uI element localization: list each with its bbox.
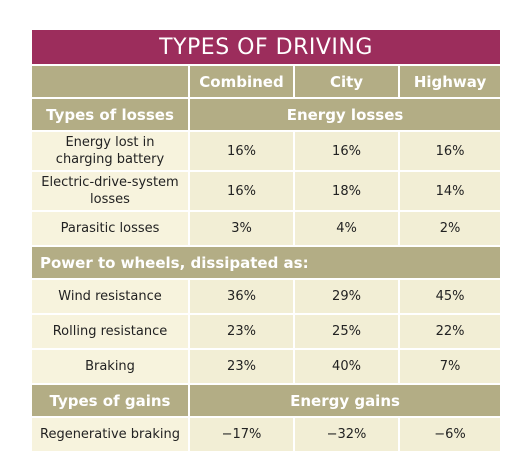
section-span-label: Energy gains (187, 383, 503, 418)
section-heading: Types of losses (30, 97, 190, 132)
row-label: Parasitic losses (30, 210, 190, 247)
data-row: Regenerative braking −17% −32% −6% (30, 416, 503, 453)
column-header-row: Combined City Highway (30, 64, 503, 99)
value-cell: −6% (397, 416, 503, 453)
column-header: Highway (397, 64, 503, 99)
value-cell: 16% (188, 130, 295, 172)
data-row: Energy lost in charging battery 16% 16% 16% (30, 130, 503, 172)
value-cell: 14% (397, 170, 503, 212)
title-row: TYPES OF DRIVING (29, 30, 503, 66)
value-cell: 29% (293, 278, 400, 315)
column-header: City (293, 64, 400, 99)
value-cell: 36% (188, 278, 295, 315)
corner-cell (30, 64, 190, 99)
value-cell: −17% (188, 416, 295, 453)
value-cell: 40% (293, 348, 400, 385)
row-label: Braking (30, 348, 190, 385)
value-cell: 16% (188, 170, 295, 212)
data-row: Rolling resistance 23% 25% 22% (30, 313, 503, 350)
value-cell: 23% (188, 348, 295, 385)
section-row: Power to wheels, dissipated as: (29, 245, 503, 280)
value-cell: 3% (188, 210, 295, 247)
data-row: Braking 23% 40% 7% (30, 348, 503, 385)
value-cell: 2% (397, 210, 503, 247)
table-body: TYPES OF DRIVING Combined City Highway Type… (29, 30, 503, 453)
value-cell: −32% (293, 416, 400, 453)
row-label: Rolling resistance (30, 313, 190, 350)
value-cell: 22% (397, 313, 503, 350)
value-cell: 16% (293, 130, 400, 172)
section-row: Types of gains Energy gains (30, 383, 503, 418)
section-row: Types of losses Energy losses (30, 97, 503, 132)
data-row: Parasitic losses 3% 4% 2% (30, 210, 503, 247)
section-heading: Power to wheels, dissipated as: (29, 245, 503, 280)
value-cell: 23% (188, 313, 295, 350)
value-cell: 25% (293, 313, 400, 350)
data-row: Wind resistance 36% 29% 45% (30, 278, 503, 315)
row-label: Electric-drive-system losses (30, 170, 190, 212)
data-row: Electric-drive-system losses 16% 18% 14% (30, 170, 503, 212)
value-cell: 18% (293, 170, 400, 212)
row-label: Regenerative braking (30, 416, 190, 453)
row-label: Wind resistance (30, 278, 190, 315)
driving-table: TYPES OF DRIVING Combined City Highway Type… (29, 30, 503, 453)
value-cell: 7% (397, 348, 503, 385)
row-label: Energy lost in charging battery (30, 130, 190, 172)
value-cell: 45% (397, 278, 503, 315)
section-span-label: Energy losses (187, 97, 503, 132)
column-header: Combined (188, 64, 295, 99)
value-cell: 16% (397, 130, 503, 172)
section-heading: Types of gains (30, 383, 190, 418)
value-cell: 4% (293, 210, 400, 247)
table-title: TYPES OF DRIVING (29, 30, 503, 66)
